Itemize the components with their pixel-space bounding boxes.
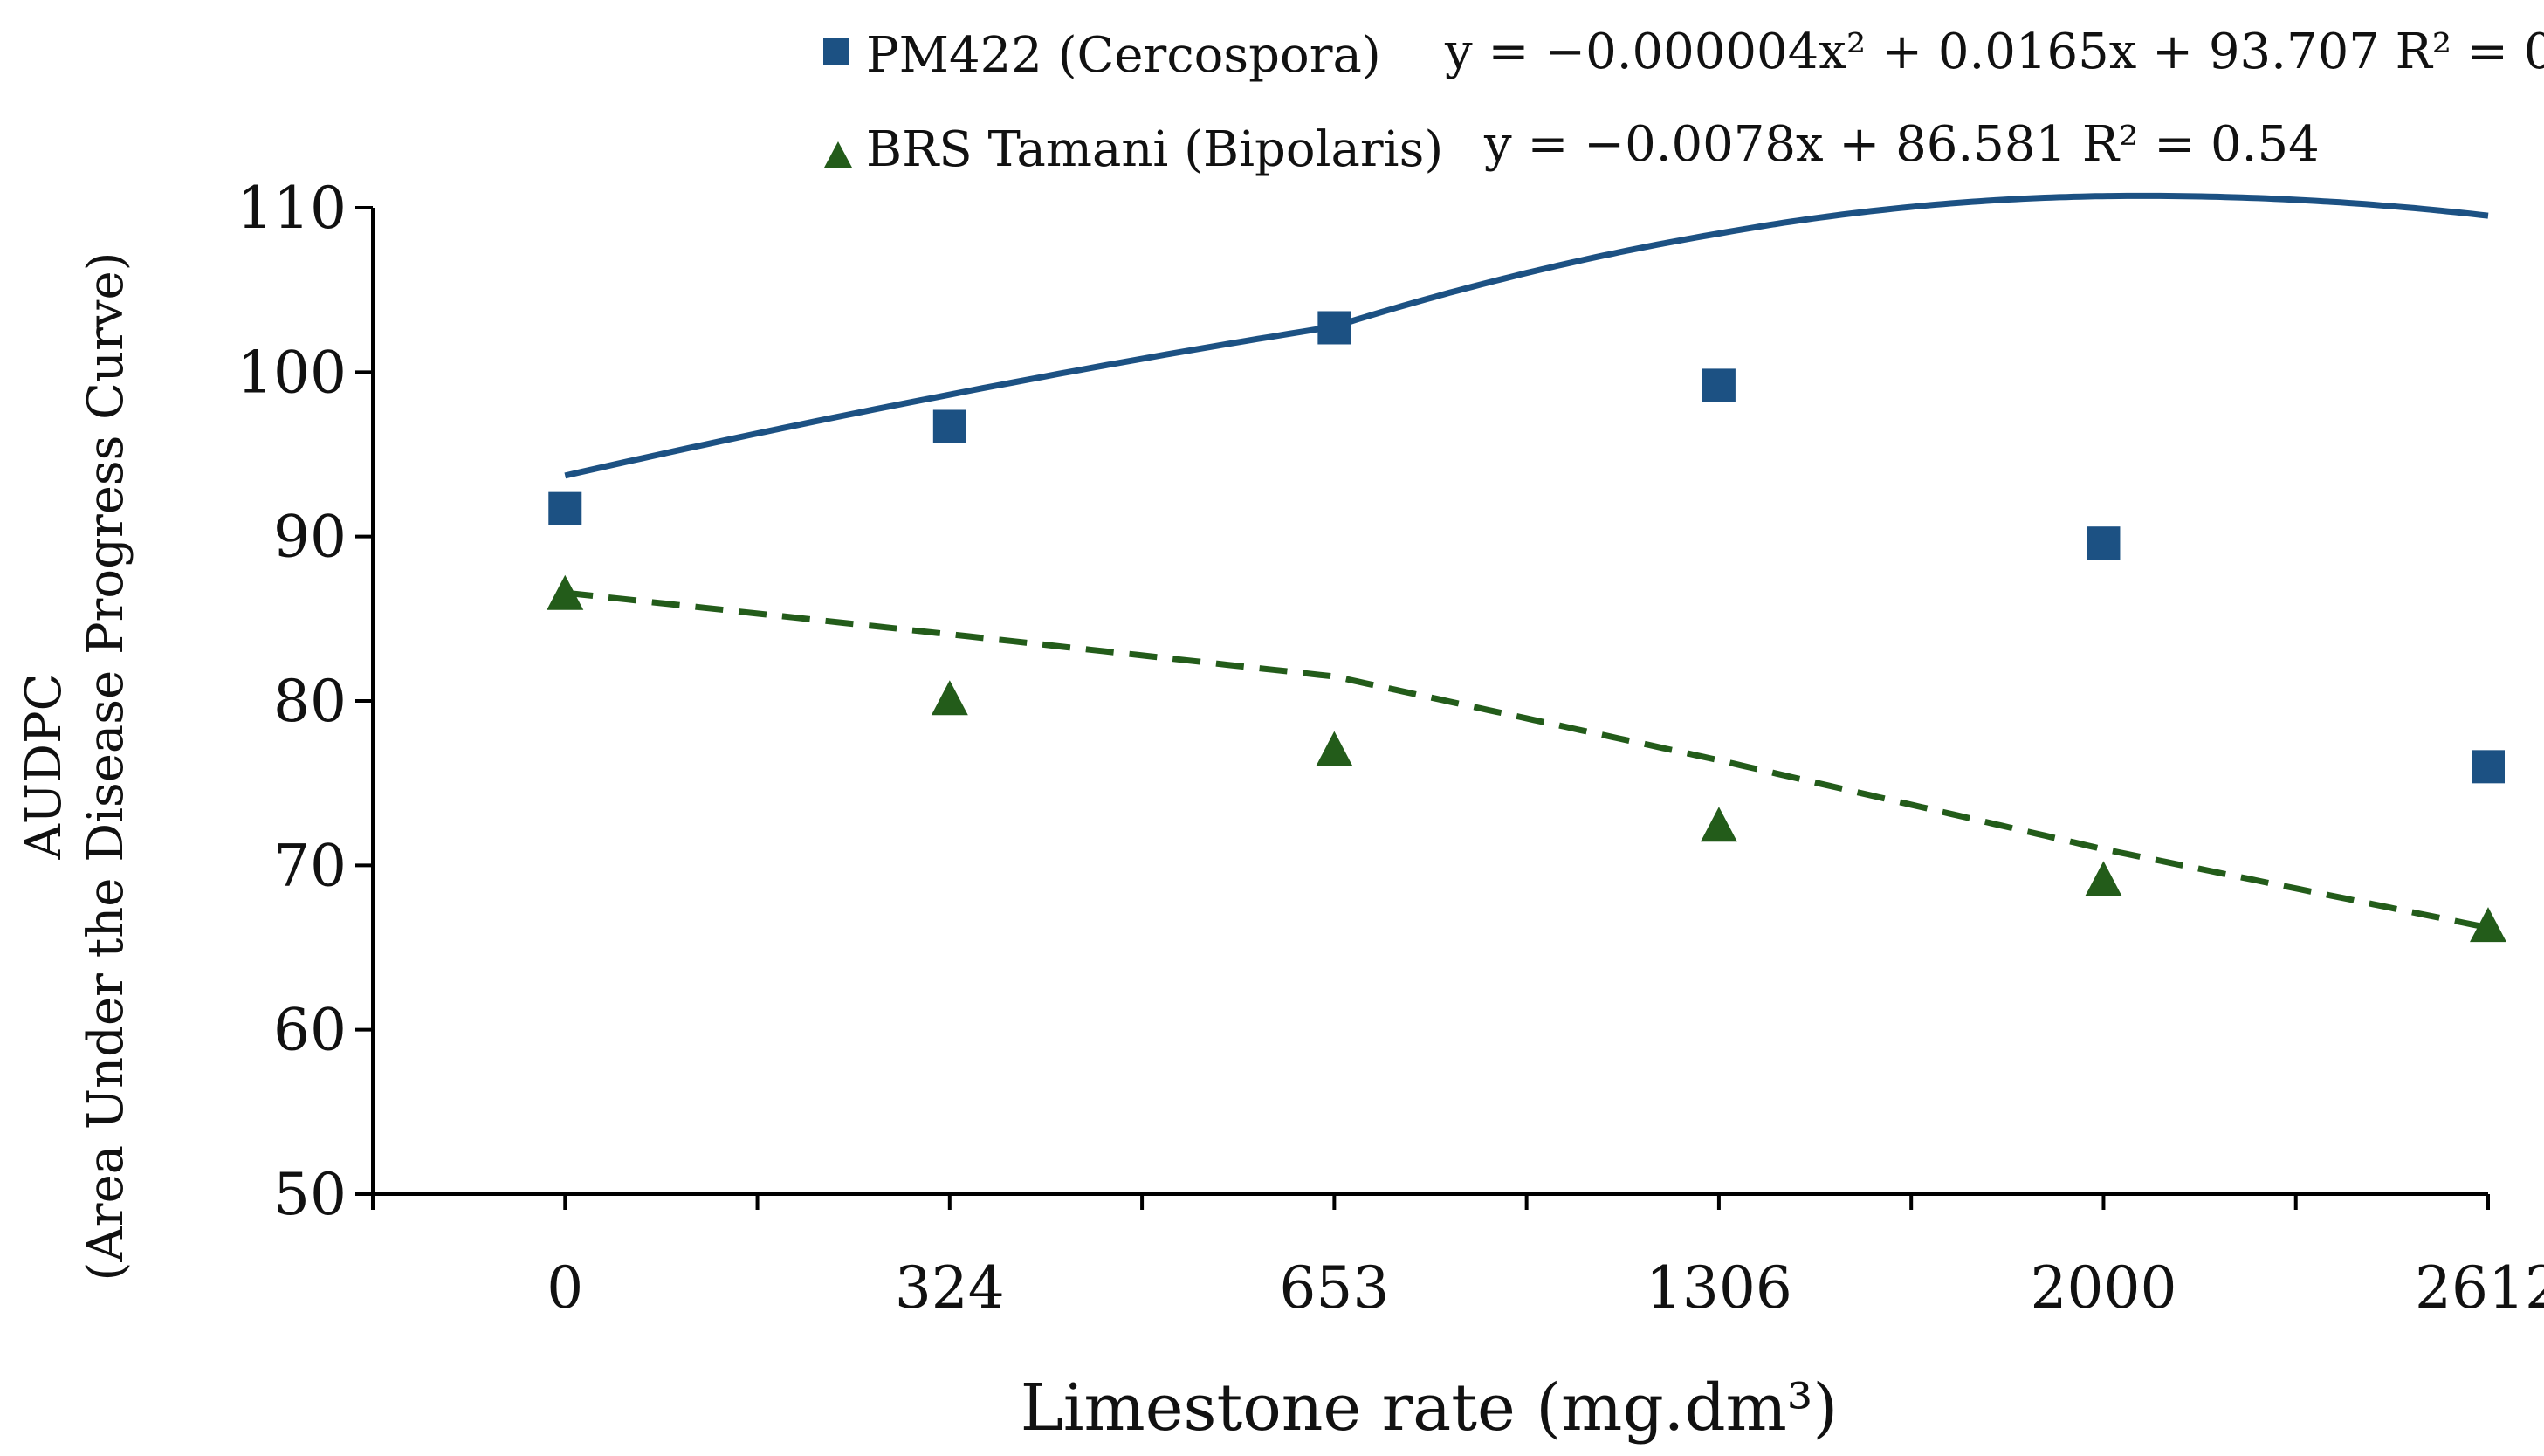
point-series-1-653 xyxy=(1317,311,1351,345)
x-tick-label-2000: 2000 xyxy=(2030,1254,2176,1322)
y-tick-label-100: 100 xyxy=(237,339,347,406)
y-tick-label-90: 90 xyxy=(273,504,347,571)
data-markers xyxy=(547,311,2506,943)
legend-label-series-1: PM422 (Cercospora) xyxy=(866,27,1381,84)
legend-marker-series-1 xyxy=(823,38,849,65)
y-axis-title-line-2: (Area Under the Disease Progress Curve) xyxy=(78,252,134,1281)
legend-equation-series-2: y = −0.0078x + 86.581 R² = 0.54 xyxy=(1483,116,2320,173)
x-tick-label-1306: 1306 xyxy=(1646,1254,1792,1322)
x-tick-label-0: 0 xyxy=(547,1254,583,1322)
y-tick-label-80: 80 xyxy=(273,668,347,735)
y-axis-title-line-1: AUDPC xyxy=(16,673,72,860)
point-series-2-0 xyxy=(547,574,584,610)
point-series-2-324 xyxy=(931,680,968,716)
y-tick-label-110: 110 xyxy=(237,175,347,242)
x-tick-label-2612: 2612 xyxy=(2415,1254,2544,1322)
trendline-series-1 xyxy=(564,192,2489,479)
trendline-series-2 xyxy=(564,589,2489,931)
x-tick-label-653: 653 xyxy=(1279,1254,1389,1322)
point-series-1-0 xyxy=(548,491,582,525)
trendlines xyxy=(564,192,2489,931)
legend-marker-series-2 xyxy=(824,141,852,168)
x-tick-label-324: 324 xyxy=(895,1254,1005,1322)
y-tick-label-60: 60 xyxy=(273,997,347,1064)
axes: 50 60 70 80 90 100 110 0 324 653 1306 2000 2612 xyxy=(237,175,2544,1322)
x-axis-title: Limestone rate (mg.dm³) xyxy=(1021,1370,1839,1446)
legend-equation-series-1: y = −0.000004x² + 0.0165x + 93.707 R² = … xyxy=(1444,24,2544,80)
y-tick-label-50: 50 xyxy=(273,1161,347,1228)
legend-label-series-2: BRS Tamani (Bipolaris) xyxy=(866,121,1443,178)
point-series-1-1306 xyxy=(1702,368,1736,402)
legend: PM422 (Cercospora) y = −0.000004x² + 0.0… xyxy=(823,24,2544,178)
point-series-1-2000 xyxy=(2087,526,2121,560)
y-tick-label-70: 70 xyxy=(273,832,347,899)
point-series-1-324 xyxy=(932,409,966,443)
point-series-1-2612 xyxy=(2472,750,2505,784)
point-series-2-2612 xyxy=(2470,907,2506,943)
point-series-2-1306 xyxy=(1700,807,1737,842)
point-series-2-2000 xyxy=(2085,861,2122,896)
point-series-2-653 xyxy=(1316,731,1353,766)
